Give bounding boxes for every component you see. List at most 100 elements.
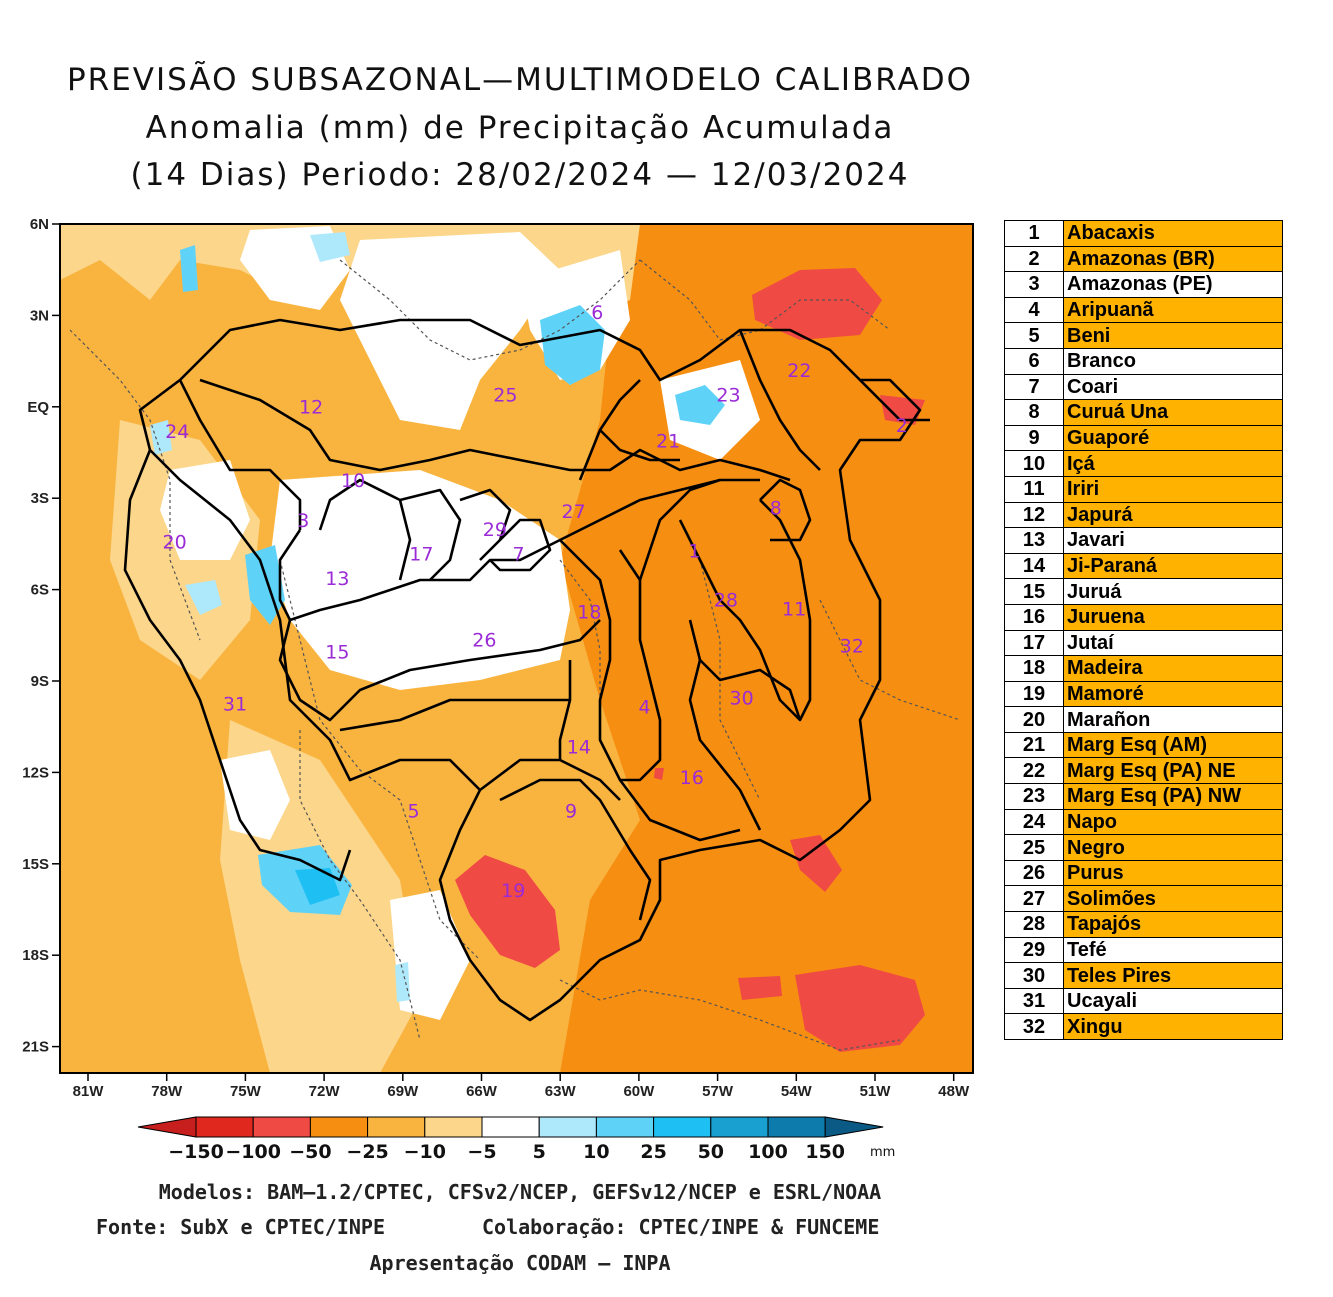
legend-row: 6 Branco bbox=[1004, 347, 1283, 375]
legend-basin-name: Abacaxis bbox=[1063, 220, 1283, 247]
legend-number: 17 bbox=[1004, 629, 1064, 657]
legend-basin-name: Napo bbox=[1063, 808, 1283, 836]
colorbar-swatch bbox=[309, 1116, 369, 1138]
colorbar-min-arrow bbox=[137, 1116, 197, 1138]
legend-basin-name: Marg Esq (AM) bbox=[1063, 731, 1283, 759]
legend-row: 1 Abacaxis bbox=[1004, 220, 1283, 247]
legend-number: 20 bbox=[1004, 706, 1064, 733]
colorbar-swatch bbox=[595, 1116, 655, 1138]
legend-basin-name: Juruena bbox=[1063, 603, 1283, 631]
map-frame bbox=[59, 223, 974, 1074]
basin-label-29: 29 bbox=[483, 519, 507, 541]
legend-basin-name: Xingu bbox=[1063, 1013, 1283, 1040]
map-title-line3: (14 Dias) Periodo: 28/02/2024 — 12/03/20… bbox=[130, 157, 910, 193]
basin-label-18: 18 bbox=[577, 602, 601, 624]
legend-number: 29 bbox=[1004, 936, 1064, 964]
legend-number: 25 bbox=[1004, 834, 1064, 861]
lon-tick-label: 72W bbox=[309, 1083, 341, 1100]
legend-basin-name: Teles Pires bbox=[1063, 962, 1283, 989]
map-title-line1: PREVISÃO SUBSAZONAL—MULTIMODELO CALIBRAD… bbox=[66, 62, 974, 98]
lat-tick-label: 6S bbox=[31, 582, 49, 599]
field-blue-branco bbox=[540, 305, 605, 385]
legend-row: 17 Jutaí bbox=[1004, 629, 1283, 657]
field-lightblue-2 bbox=[310, 232, 350, 262]
lon-tick-label: 60W bbox=[623, 1083, 655, 1100]
footer-models: Modelos: BAM—1.2/CPTEC, CFSv2/NCEP, GEFS… bbox=[158, 1180, 882, 1204]
basin-label-2: 2 bbox=[896, 415, 908, 437]
basin-label-17: 17 bbox=[409, 544, 433, 566]
legend-number: 2 bbox=[1004, 245, 1064, 273]
basin-label-30: 30 bbox=[730, 687, 754, 709]
legend-number: 12 bbox=[1004, 501, 1064, 529]
legend-basin-name: Curuá Una bbox=[1063, 399, 1283, 426]
map-title-line2: Anomalia (mm) de Precipitação Acumulada bbox=[145, 110, 895, 146]
basin-label-31: 31 bbox=[223, 694, 247, 716]
colorbar-label: 5 bbox=[533, 1141, 546, 1163]
colorbar-label: 50 bbox=[698, 1141, 724, 1163]
field-blue-south-core bbox=[295, 868, 340, 905]
basin-label-28: 28 bbox=[714, 590, 738, 612]
basin-label-9: 9 bbox=[565, 801, 577, 823]
colorbar-label: −50 bbox=[289, 1141, 331, 1163]
colorbar: −150 −100 −50 −25 −10 −5 5 10 25 50 100 150 mm bbox=[137, 1116, 895, 1163]
legend-row: 25 Negro bbox=[1004, 834, 1283, 861]
legend-basin-name: Branco bbox=[1063, 347, 1283, 375]
legend-number: 6 bbox=[1004, 347, 1064, 375]
legend-basin-name: Purus bbox=[1063, 859, 1283, 887]
legend-row: 22 Marg Esq (PA) NE bbox=[1004, 757, 1283, 785]
legend-basin-name: Javari bbox=[1063, 527, 1283, 554]
legend-row: 30 Teles Pires bbox=[1004, 962, 1283, 989]
legend-basin-name: Jutaí bbox=[1063, 629, 1283, 657]
basin-label-14: 14 bbox=[567, 736, 591, 758]
legend-number: 21 bbox=[1004, 731, 1064, 759]
colorbar-label: 150 bbox=[805, 1141, 845, 1163]
legend-number: 16 bbox=[1004, 603, 1064, 631]
colorbar-swatch bbox=[424, 1116, 483, 1138]
basin-label-6: 6 bbox=[591, 302, 603, 324]
lon-tick-label: 57W bbox=[702, 1083, 734, 1100]
legend-number: 26 bbox=[1004, 859, 1064, 887]
legend-row: 18 Madeira bbox=[1004, 655, 1283, 682]
longitude-axis: 81W 78W 75W 72W 69W 66W 63W 60W 57W 54W 51W 48W bbox=[73, 1073, 970, 1100]
colorbar-label: −25 bbox=[346, 1141, 388, 1163]
legend-number: 15 bbox=[1004, 578, 1064, 605]
colorbar-label: −5 bbox=[467, 1141, 496, 1163]
field-red-spot bbox=[654, 768, 664, 780]
legend-basin-name: Beni bbox=[1063, 322, 1283, 349]
basin-legend-table: 1 Abacaxis 2 Amazonas (BR) 3 Amazonas (PE) 4 Ar… bbox=[1004, 220, 1283, 1040]
colorbar-label: 10 bbox=[583, 1141, 609, 1163]
field-white-2 bbox=[340, 232, 560, 430]
legend-basin-name: Japurá bbox=[1063, 501, 1283, 529]
colorbar-label: −150 bbox=[168, 1141, 224, 1163]
legend-number: 27 bbox=[1004, 885, 1064, 913]
field-blue-3 bbox=[180, 245, 198, 292]
legend-basin-name: Ji-Paraná bbox=[1063, 552, 1283, 580]
legend-row: 27 Solimões bbox=[1004, 885, 1283, 913]
legend-row: 26 Purus bbox=[1004, 859, 1283, 887]
legend-basin-name: Tefé bbox=[1063, 936, 1283, 964]
legend-number: 7 bbox=[1004, 373, 1064, 401]
colorbar-unit: mm bbox=[870, 1145, 895, 1160]
anomaly-field bbox=[60, 224, 973, 1073]
basin-boundaries bbox=[123, 318, 930, 1022]
lon-tick-label: 81W bbox=[73, 1083, 105, 1100]
footer-collab: Colaboração: CPTEC/INPE & FUNCEME bbox=[482, 1215, 880, 1239]
lat-tick-label: 9S bbox=[31, 673, 49, 690]
field-lightblue-1 bbox=[185, 580, 222, 615]
field-white-7 bbox=[220, 750, 290, 840]
basin-label-5: 5 bbox=[407, 801, 419, 823]
footer-source: Fonte: SubX e CPTEC/INPE bbox=[96, 1215, 385, 1239]
colorbar-swatch bbox=[195, 1116, 254, 1138]
field-east-orange bbox=[560, 224, 973, 1073]
lat-tick-label: EQ bbox=[27, 399, 49, 416]
legend-row: 21 Marg Esq (AM) bbox=[1004, 731, 1283, 759]
legend-row: 13 Javari bbox=[1004, 527, 1283, 554]
legend-number: 14 bbox=[1004, 552, 1064, 580]
legend-basin-name: Tapajós bbox=[1063, 911, 1283, 938]
colorbar-swatch bbox=[367, 1116, 426, 1138]
footer-presentation: Apresentação CODAM — INPA bbox=[369, 1251, 671, 1275]
basin-label-10: 10 bbox=[341, 470, 365, 492]
legend-row: 7 Coari bbox=[1004, 373, 1283, 401]
lon-tick-label: 66W bbox=[466, 1083, 498, 1100]
legend-row: 31 Ucayali bbox=[1004, 987, 1283, 1015]
